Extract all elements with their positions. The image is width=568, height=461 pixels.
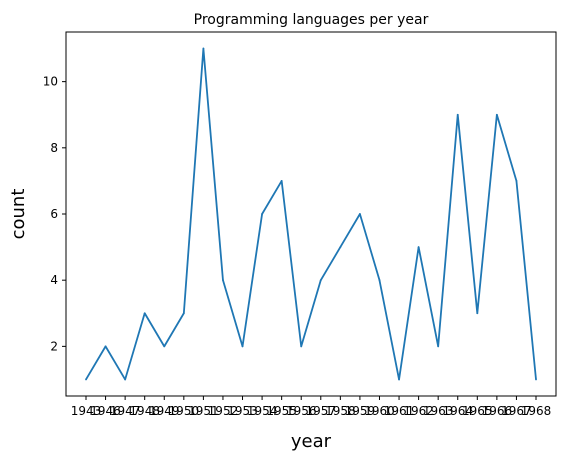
x-tick-label: 1946: [90, 404, 121, 418]
x-tick-label: 1959: [345, 404, 376, 418]
data-point: [339, 246, 342, 248]
chart-title: Programming languages per year: [194, 12, 429, 28]
y-tick-label: 8: [50, 141, 58, 155]
data-point: [85, 378, 87, 381]
x-tick-label: 1956: [286, 404, 317, 418]
x-tick-label: 1951: [188, 404, 219, 418]
x-tick-label: 1967: [501, 404, 532, 418]
data-point: [241, 345, 244, 348]
x-tick-label: 1958: [325, 404, 356, 418]
x-tick-label: 1964: [442, 404, 473, 418]
x-tick-label: 1960: [364, 404, 395, 418]
series-layer: [85, 47, 537, 381]
data-point: [202, 47, 205, 50]
x-tick-label: 1949: [149, 404, 180, 418]
data-point: [476, 312, 479, 315]
data-point: [437, 345, 440, 348]
data-point: [143, 312, 146, 315]
data-point: [495, 113, 498, 116]
data-point: [124, 378, 127, 381]
x-tick-label: 1966: [482, 404, 513, 418]
data-point: [261, 213, 263, 215]
x-tick-label: 1952: [208, 404, 239, 418]
data-point: [515, 180, 518, 182]
y-axis: 2 4 6 8 10: [43, 75, 66, 353]
data-point: [104, 345, 107, 348]
x-axis: 1943194619471948194919501951195219531954…: [71, 396, 552, 418]
x-tick-label: 1943: [71, 404, 102, 418]
x-tick-label: 1947: [110, 404, 141, 418]
data-point: [417, 246, 420, 248]
x-axis-label: year: [291, 431, 332, 452]
data-point: [163, 345, 166, 348]
data-point: [300, 345, 303, 348]
data-point: [280, 180, 283, 182]
data-point: [182, 312, 185, 315]
data-point: [222, 279, 224, 282]
series-line-count: [85, 47, 537, 381]
y-tick-label: 2: [50, 339, 58, 353]
data-point: [456, 113, 459, 116]
y-tick-label: 6: [50, 207, 58, 221]
x-tick-label: 1953: [227, 404, 258, 418]
x-tick-label: 1961: [384, 404, 415, 418]
x-tick-label: 1965: [462, 404, 493, 418]
y-tick-label: 4: [50, 273, 58, 287]
x-tick-label: 1963: [423, 404, 454, 418]
x-tick-label: 1957: [306, 404, 337, 418]
x-tick-label: 1950: [169, 404, 200, 418]
data-point: [378, 279, 381, 282]
plot-area-frame: [65, 31, 557, 397]
x-tick-label: 1954: [247, 404, 278, 418]
x-tick-label: 1948: [129, 404, 160, 418]
x-tick-label: 1962: [403, 404, 434, 418]
data-point: [535, 378, 537, 381]
x-tick-label: 1955: [266, 404, 297, 418]
data-point: [398, 378, 400, 381]
y-tick-label: 10: [43, 75, 58, 89]
y-axis-label: count: [8, 189, 29, 240]
data-point: [319, 279, 322, 282]
data-point: [359, 213, 361, 215]
x-tick-label: 1968: [521, 404, 552, 418]
